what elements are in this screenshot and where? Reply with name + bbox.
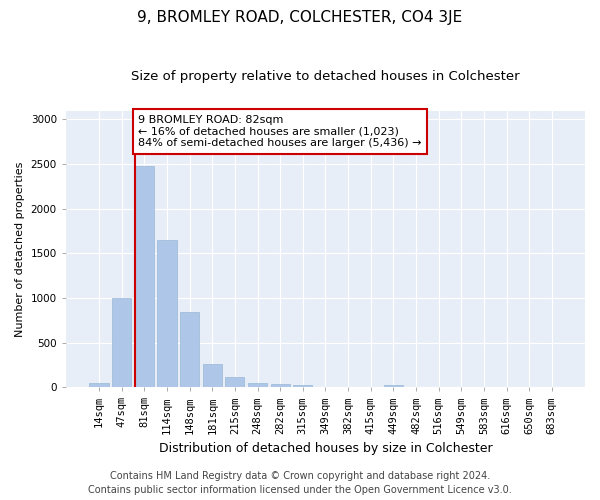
Bar	[89, 382, 109, 387]
Bar	[157, 240, 176, 387]
Title: Size of property relative to detached houses in Colchester: Size of property relative to detached ho…	[131, 70, 520, 83]
Text: 9 BROMLEY ROAD: 82sqm
← 16% of detached houses are smaller (1,023)
84% of semi-d: 9 BROMLEY ROAD: 82sqm ← 16% of detached …	[138, 115, 422, 148]
Bar	[248, 382, 267, 387]
Bar	[271, 384, 290, 387]
Text: 9, BROMLEY ROAD, COLCHESTER, CO4 3JE: 9, BROMLEY ROAD, COLCHESTER, CO4 3JE	[137, 10, 463, 25]
Bar	[135, 166, 154, 387]
Text: Contains HM Land Registry data © Crown copyright and database right 2024.
Contai: Contains HM Land Registry data © Crown c…	[88, 471, 512, 495]
Bar	[112, 298, 131, 387]
Bar	[180, 312, 199, 387]
Bar	[384, 385, 403, 387]
Y-axis label: Number of detached properties: Number of detached properties	[15, 161, 25, 336]
Bar	[293, 386, 313, 387]
X-axis label: Distribution of detached houses by size in Colchester: Distribution of detached houses by size …	[158, 442, 492, 455]
Bar	[225, 378, 244, 387]
Bar	[203, 364, 222, 387]
